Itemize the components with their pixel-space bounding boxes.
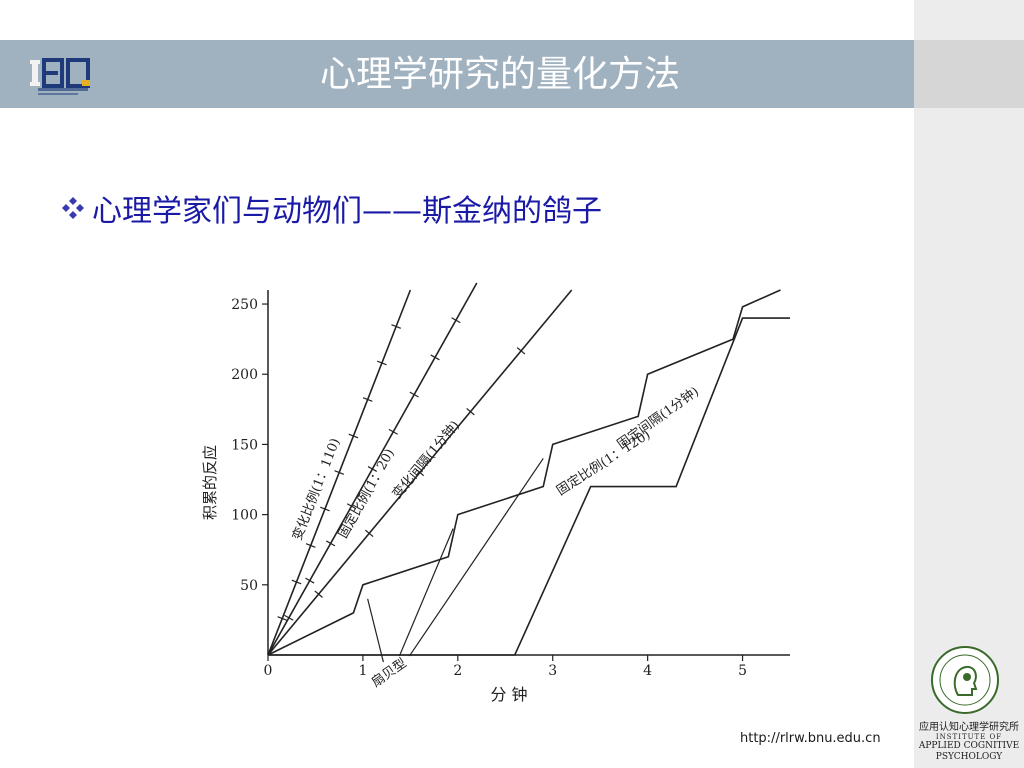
reinforcement-mark [451, 317, 461, 324]
right-side-panel [914, 0, 1024, 768]
reinforcement-mark [466, 408, 475, 416]
reinforcement-mark [365, 529, 374, 537]
y-axis-label: 积累的反应 [201, 445, 219, 520]
ieq-logo [30, 50, 100, 100]
reinforcement-mark [277, 616, 288, 621]
reinforcement-mark [325, 540, 336, 547]
reinforcement-mark [284, 614, 294, 621]
reinforcement-mark [377, 360, 387, 366]
reinforcement-mark [346, 503, 357, 510]
x-tick-label: 1 [358, 663, 367, 679]
reinforcement-mark [409, 391, 419, 398]
x-tick-label: 2 [453, 663, 462, 679]
x-axis-label: 分 钟 [490, 685, 527, 704]
x-tick-label: 5 [738, 663, 747, 679]
series-label: 固定比例(1：20) [336, 447, 398, 542]
reinforcement-mark [430, 354, 440, 361]
x-tick-label: 3 [548, 663, 557, 679]
x-tick-label: 4 [643, 663, 652, 679]
reinforcement-mark [391, 324, 402, 329]
reinforcement-mark [305, 543, 316, 548]
institute-of: INSTITUTE OF [935, 733, 1003, 741]
y-tick-label: 50 [240, 578, 258, 594]
skinner-pigeon-chart: 50 100 150 200 250 0 1 2 3 4 5 分 钟 积累的反应 变化比例(1：110) 固… [190, 280, 830, 720]
reinforcement-mark [348, 433, 359, 439]
title-bar [0, 40, 914, 108]
reinforcement-mark [516, 347, 526, 355]
bullet-item: 心理学家们与动物们——斯金纳的鸽子 [60, 186, 602, 230]
reinforcement-mark [291, 579, 302, 585]
institute-name-en-2: PSYCHOLOGY [935, 752, 1003, 762]
slide-title: 心理学研究的量化方法 [319, 54, 680, 95]
reinforcement-mark [320, 506, 330, 512]
diamond-bullet-icon [62, 197, 84, 219]
annotation-arrow [408, 458, 544, 657]
reinforcement-mark [388, 428, 398, 435]
institute-name: 应用认知心理学研究所 INSTITUTE OF APPLIED COGNITIV… [914, 718, 1024, 763]
annotation-arrow [398, 528, 454, 657]
reinforcement-mark [362, 397, 373, 402]
annotation-arrow [367, 598, 384, 663]
x-tick-label: 0 [264, 663, 273, 679]
scallop-annotation: 扇贝型 [369, 655, 410, 690]
y-tick-label: 250 [231, 297, 258, 313]
reinforcement-mark [305, 577, 315, 584]
series-label: 变化比例(1：110) [289, 436, 343, 543]
reinforcement-mark [334, 470, 345, 475]
bullet-text: 心理学家们与动物们——斯金纳的鸽子 [92, 194, 602, 229]
reinforcement-mark [415, 468, 425, 477]
y-tick-label: 150 [231, 437, 258, 453]
series-line [267, 289, 781, 656]
series-line [268, 317, 790, 656]
institute-logo-icon [930, 645, 1000, 715]
institute-name-en-1: APPLIED COGNITIVE [918, 741, 1020, 751]
footer-url[interactable]: http://rlrw.bnu.edu.cn [740, 731, 881, 746]
y-tick-label: 200 [231, 367, 258, 383]
chart-svg: 50 100 150 200 250 0 1 2 3 4 5 分 钟 积累的反应 变化比例(1：110)固… [201, 282, 790, 704]
series-label: 变化间隔(1分钟) [389, 418, 463, 502]
reinforcement-mark [314, 590, 323, 598]
y-tick-label: 100 [231, 508, 258, 524]
right-panel-header-block [914, 40, 1024, 108]
reinforcement-mark [367, 466, 378, 472]
institute-name-cn: 应用认知心理学研究所 [919, 722, 1019, 733]
